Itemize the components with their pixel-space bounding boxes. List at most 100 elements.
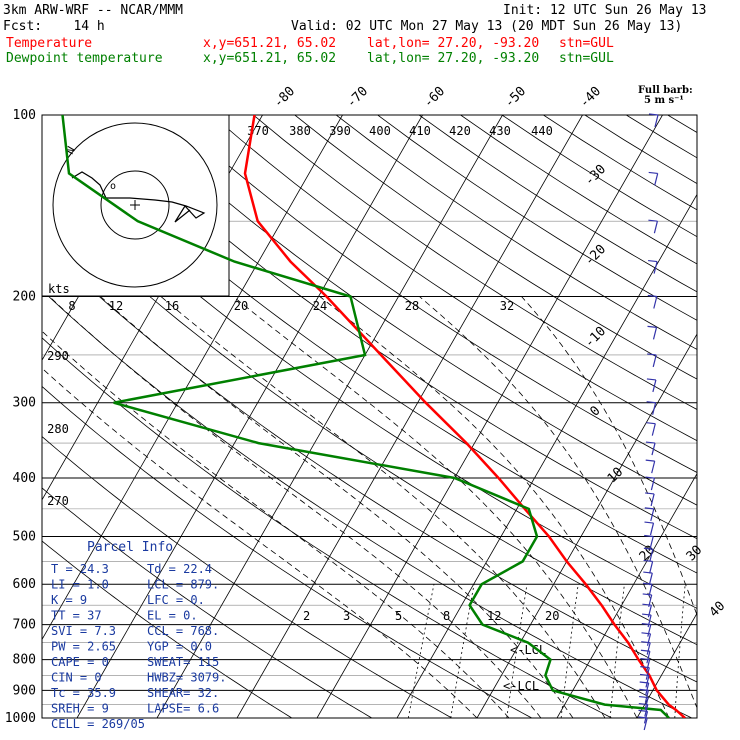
moist-adiabat-line: [100, 296, 574, 718]
wind-barb-staff: [646, 633, 652, 646]
wind-barb-staff: [645, 675, 650, 688]
wind-barb-flag: [645, 492, 655, 495]
dry-adiabat-line: [42, 487, 373, 718]
wind-barb-flag: [648, 259, 658, 263]
dry-adiabat-line: [42, 436, 452, 718]
wind-barb-staff: [652, 402, 657, 415]
wind-barb-flag: [646, 378, 656, 381]
dry-adiabat-line: [253, 115, 697, 410]
wind-barb-flag: [648, 219, 658, 222]
wind-barb-staff: [651, 460, 656, 474]
wind-barb-flag: [642, 603, 652, 606]
parcel-row-right: SHEAR= 32.: [147, 686, 219, 700]
temperature-xy: x,y=651.21, 65.02: [203, 36, 337, 51]
dry-adiabat-line: [418, 115, 697, 293]
lcl-label-dewpoint: <-LCL: [503, 679, 539, 693]
barb-legend-unit: 5 m s⁻¹: [644, 95, 684, 106]
wind-barb-flag: [638, 716, 648, 719]
moist-adiabat-line: [521, 296, 697, 617]
wind-barb-flag: [639, 688, 649, 692]
moist-adiabat-line: [49, 296, 542, 718]
dewpoint-latlon: lat,lon= 27.20, -93.20: [367, 51, 540, 66]
theta-label: 380: [289, 124, 311, 138]
isotherm-line: [636, 612, 697, 718]
wind-barb-flag: [648, 113, 659, 116]
plot-frame: [41, 114, 698, 719]
dewpoint-xy: x,y=651.21, 65.02: [203, 51, 337, 66]
parcel-row-left: CELL = 269/05: [51, 717, 145, 731]
wind-barb-flag: [648, 171, 658, 175]
wind-barb-flag: [645, 476, 655, 479]
parcel-row-right: LCL = 879.: [147, 578, 219, 592]
temperature-legend: Temperature: [6, 36, 93, 51]
hodograph-ring-outer: [52, 122, 218, 288]
wind-barb-staff: [646, 642, 651, 655]
isotherm-line: [556, 472, 697, 718]
isotherm-top-label: -70: [344, 84, 371, 111]
parcel-info-title: Parcel Info: [87, 540, 173, 555]
wind-barb-flag: [642, 613, 652, 616]
isotherm-side-label: -20: [582, 242, 609, 269]
wind-barb-flag: [641, 641, 651, 644]
parcel-row-left: T = 24.3: [51, 562, 109, 576]
isotherm-side-label: 30: [684, 543, 706, 565]
pressure-tick-label: 200: [13, 290, 36, 305]
barb-legend-title: Full barb:: [638, 85, 693, 96]
wind-barb-flag: [640, 649, 650, 652]
hodograph-scale-label: 24: [313, 299, 327, 313]
mixing-ratio-label: 5: [395, 609, 402, 623]
wind-barb-flag: [643, 547, 653, 550]
dry-adiabat-line: [211, 115, 697, 442]
pressure-tick-label: 600: [13, 577, 36, 592]
dry-adiabat-line: [42, 540, 293, 718]
parcel-row-left: PW = 2.65: [51, 640, 116, 654]
wind-barb-flag: [647, 325, 657, 328]
parcel-row-right: YGP = 0.0: [147, 640, 212, 654]
hodograph-ring-inner: [100, 170, 170, 240]
wind-barb-staff: [645, 667, 650, 680]
dry-adiabat-line: [170, 115, 697, 473]
wind-barb-flag: [640, 666, 650, 669]
hodograph-trace: [71, 171, 206, 223]
wind-barb-staff: [646, 651, 651, 664]
wind-barb-staff: [645, 682, 650, 696]
moist-adiabat-line: [160, 296, 606, 718]
parcel-row-left: SVI = 7.3: [51, 624, 116, 638]
mixing-ratio-label: 12: [487, 609, 501, 623]
parcel-row-left: TT = 37: [51, 609, 102, 623]
wind-barb-flag: [646, 401, 656, 404]
hodograph-unit-label: kts: [48, 282, 70, 296]
parcel-row-left: CAPE = 0: [51, 655, 109, 669]
parcel-row-right: EL = 0.: [147, 609, 198, 623]
isotherm-line: [316, 115, 663, 718]
dewpoint-station: stn=GUL: [559, 51, 614, 66]
wind-barb-flag: [647, 353, 657, 356]
wind-barb-staff: [649, 549, 654, 562]
dry-adiabat-line: [335, 115, 697, 350]
wind-barb-flag: [644, 507, 654, 510]
wind-barb-staff: [650, 477, 655, 491]
pressure-tick-label: 700: [13, 618, 36, 633]
theta-label: 440: [531, 124, 553, 138]
moist-adiabat-line: [42, 367, 478, 718]
moist-adiabat-line: [419, 296, 697, 710]
isotherm-top-label: -80: [271, 84, 298, 111]
lcl-label-temperature: <-LCL: [510, 643, 546, 657]
hodograph-scale-label: 20: [234, 299, 248, 313]
wind-barb-staff: [653, 296, 658, 309]
dry-adiabat-line: [42, 153, 697, 609]
pressure-tick-label: 300: [13, 396, 36, 411]
isotherm-side-label: -30: [582, 162, 609, 189]
mixing-ratio-label: 8: [443, 609, 450, 623]
wind-barb-flag: [640, 657, 650, 661]
mixing-ratio-line: [609, 584, 625, 718]
wind-barb-staff: [649, 522, 655, 536]
hodograph-scale-label: 12: [109, 299, 123, 313]
wind-barb-staff: [653, 261, 658, 274]
parcel-row-left: SREH = 9: [51, 702, 109, 716]
wind-barb-flag: [642, 582, 653, 585]
wind-barb-staff: [644, 690, 649, 703]
wind-barb-flag: [644, 534, 654, 538]
parcel-row-right: LAPSE= 6.6: [147, 702, 219, 716]
pressure-tick-label: 800: [13, 653, 36, 668]
